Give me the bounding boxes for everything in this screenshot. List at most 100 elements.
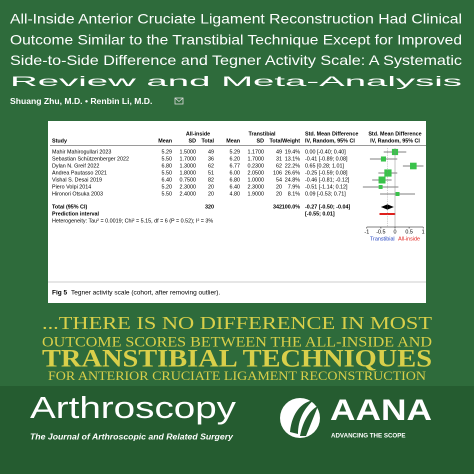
table-cell: 106	[273, 170, 282, 176]
table-cell: 5.29	[162, 149, 173, 155]
effect-square	[384, 169, 392, 177]
table-cell: 5.50	[162, 191, 173, 197]
title-line: All-Inside Anterior Cruciate Ligament Re…	[10, 11, 462, 27]
table-cell: 5.50	[162, 156, 173, 162]
table-cell: 19.4%	[285, 149, 300, 155]
title-line: Outcome Similar to the Transtibial Techn…	[10, 31, 462, 47]
table-cell: 1.7000	[180, 156, 197, 162]
quote-line: TRANSTIBIAL TECHNIQUES	[42, 346, 432, 373]
table-cell: 2.4000	[180, 191, 197, 197]
table-cell: 2.0500	[248, 170, 265, 176]
table-cell: 20	[276, 191, 282, 197]
table-cell: 2.3000	[248, 184, 265, 190]
group-header: Transtibial	[249, 131, 276, 137]
table-cell: 6.80	[162, 163, 173, 169]
table-cell: -0.25 [-0.59; 0.08]	[305, 170, 348, 176]
x-tick-label: 0.5	[405, 229, 413, 235]
table-cell: 1.8000	[180, 170, 197, 176]
table-cell: 0.09 [-0.53; 0.71]	[305, 191, 346, 197]
column-header: IV, Random, 95% CI	[305, 138, 355, 144]
effect-square	[378, 185, 383, 189]
table-cell: Andrea Pautasso 2021	[52, 170, 107, 176]
table-cell: Piero Volpi 2014	[52, 184, 91, 190]
quote-line: ...THERE IS NO DIFFERENCE IN MOST	[42, 313, 432, 333]
heterogeneity: Heterogeneity: Tau² = 0.0019; Chi² = 5.1…	[52, 218, 213, 224]
table-cell: 1.3000	[180, 163, 197, 169]
effect-square	[395, 192, 400, 196]
table-cell: 8.1%	[288, 191, 300, 197]
group-header: Std. Mean Difference	[368, 131, 421, 137]
total-n: 320	[205, 204, 214, 210]
table-cell: Mahir Mahirogullari 2023	[52, 149, 111, 155]
table-cell: Hironori Otsuka 2003	[52, 191, 103, 197]
journal-subtitle: The Journal of Arthroscopic and Related …	[30, 431, 234, 441]
title-line: Side-to-Side Difference and Tegner Activ…	[10, 52, 462, 68]
table-cell: Dylan N. Greif 2022	[52, 163, 99, 169]
table-cell: 6.20	[230, 156, 241, 162]
effect-square	[380, 156, 386, 162]
table-cell: 62	[208, 163, 214, 169]
table-cell: 1.0000	[248, 177, 265, 183]
table-cell: Vishal S. Desai 2019	[52, 177, 102, 183]
table-cell: 13.1%	[285, 156, 300, 162]
table-cell: 0.2300	[248, 163, 265, 169]
table-cell: 0.7500	[180, 177, 197, 183]
pooled-diamond	[380, 204, 394, 210]
x-tick-label: -1	[364, 229, 369, 235]
table-cell: 6.77	[230, 163, 241, 169]
table-cell: 54	[276, 177, 282, 183]
table-cell: 7.9%	[288, 184, 300, 190]
table-cell: 20	[208, 184, 214, 190]
table-cell: 0.65 [0.28; 1.01]	[305, 163, 344, 169]
column-header: Total	[270, 138, 283, 144]
column-header: Study	[52, 138, 67, 144]
column-header: SD	[257, 138, 265, 144]
table-cell: 2.3000	[180, 184, 197, 190]
table-cell: 5.20	[162, 184, 173, 190]
total-weight: 100.0%	[282, 204, 300, 210]
table-cell: 62	[276, 163, 282, 169]
effect-square	[410, 162, 417, 170]
quote-line: OUTCOME SCORES BETWEEN THE ALL-INSIDE AN…	[42, 334, 432, 350]
prediction-ci: [-0.55; 0.01]	[305, 211, 335, 217]
x-tick-label: 0	[394, 229, 397, 235]
quote-line: FOR ANTERIOR CRUCIATE LIGAMENT RECONSTRU…	[48, 369, 426, 383]
table-cell: 24.8%	[285, 177, 300, 183]
prediction-label: Prediction interval	[52, 211, 100, 217]
aana-logo-mark	[280, 398, 320, 438]
email-icon-flap	[174, 97, 184, 103]
effect-square	[378, 176, 386, 184]
journal-name: Arthroscopy	[30, 390, 237, 425]
caption-label: Fig 5	[52, 290, 68, 297]
table-cell: -0.41 [-0.89; 0.08]	[305, 156, 348, 162]
table-cell: 5.29	[230, 149, 241, 155]
table-cell: 1.7000	[248, 156, 265, 162]
footer-band	[0, 386, 474, 474]
table-cell: 6.00	[230, 170, 241, 176]
org-tagline: ADVANCING THE SCOPE	[331, 433, 406, 440]
table-cell: 6.40	[230, 184, 241, 190]
total-n: 342	[273, 204, 282, 210]
table-cell: 1.1700	[248, 149, 265, 155]
authors: Shuang Zhu, M.D. • Renbin Li, M.D.	[10, 96, 152, 106]
column-header: Mean	[158, 138, 172, 144]
table-cell: 82	[208, 177, 214, 183]
table-cell: 26.6%	[285, 170, 300, 176]
table-cell: 20	[276, 184, 282, 190]
column-header: Mean	[226, 138, 240, 144]
table-cell: 6.80	[230, 177, 241, 183]
table-cell: 6.40	[162, 177, 173, 183]
favours-left: Transtibial	[370, 236, 395, 242]
table-cell: 5.50	[162, 170, 173, 176]
table-cell: 1.9000	[248, 191, 265, 197]
table-cell: 20	[208, 191, 214, 197]
table-cell: 1.5000	[180, 149, 197, 155]
email-icon	[174, 97, 184, 105]
favours-right: All-inside	[398, 236, 420, 242]
table-cell: -0.51 [-1.14; 0.12]	[305, 184, 348, 190]
table-cell: 49	[276, 149, 282, 155]
table-cell: 4.80	[230, 191, 241, 197]
table-cell: 31	[276, 156, 282, 162]
x-tick-label: -0.5	[376, 229, 385, 235]
